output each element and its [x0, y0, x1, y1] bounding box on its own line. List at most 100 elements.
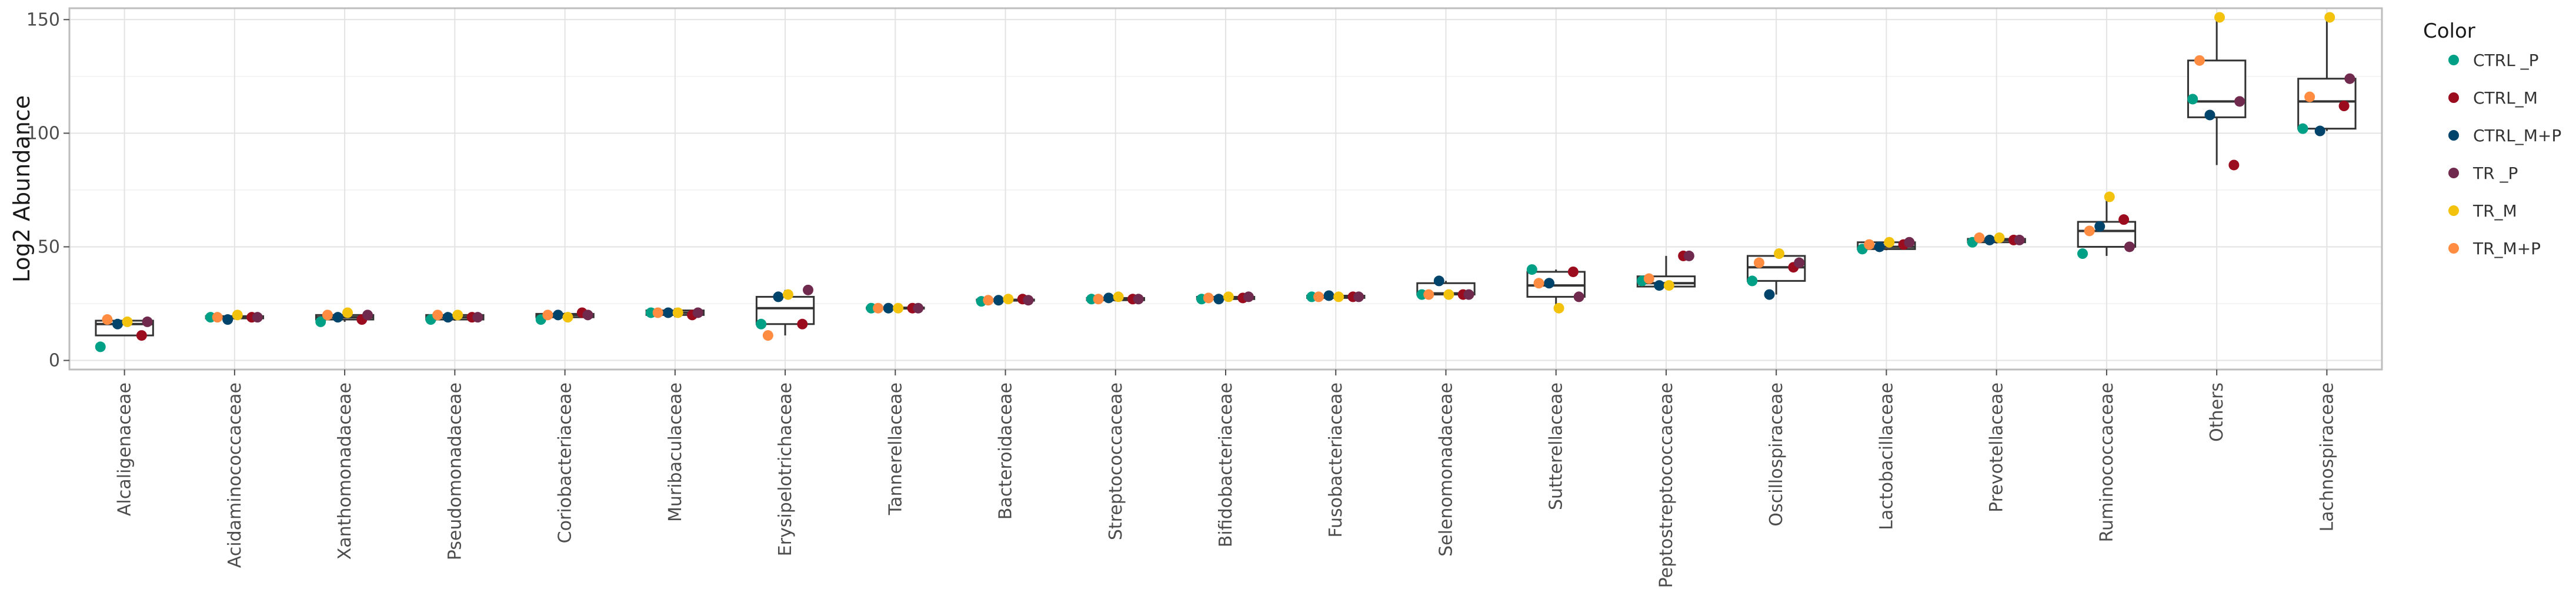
data-point — [1774, 248, 1785, 259]
data-point — [1864, 239, 1875, 250]
x-tick-label: Pseudomonadaceae — [445, 382, 465, 560]
data-point — [442, 312, 453, 323]
data-point — [332, 312, 343, 323]
data-point — [983, 295, 994, 306]
legend-label: CTRL_M — [2473, 88, 2538, 108]
data-point — [2118, 214, 2130, 225]
data-point — [797, 318, 808, 330]
x-tick-label: Sutterellaceae — [1546, 382, 1567, 510]
x-tick-label: Bacteroidaceae — [996, 382, 1016, 520]
data-point — [893, 302, 904, 314]
data-point — [432, 310, 443, 321]
data-point — [1103, 292, 1115, 304]
data-point — [1553, 302, 1564, 314]
x-tick-label: Tannerellaceae — [885, 382, 906, 515]
data-point — [315, 316, 326, 327]
data-point — [1544, 278, 1555, 289]
data-point — [1423, 289, 1434, 300]
x-tick-label: Muribaculaceae — [665, 382, 686, 522]
data-point — [1567, 266, 1579, 277]
data-point — [1023, 295, 1034, 306]
data-point — [1643, 273, 1654, 284]
x-tick-label: Oscillospiraceae — [1766, 382, 1787, 527]
x-tick-label: Xanthomonadaceae — [335, 382, 355, 560]
data-point — [1573, 291, 1584, 302]
data-point — [1753, 257, 1764, 268]
data-point — [1093, 294, 1104, 305]
data-point — [122, 316, 133, 327]
data-point — [782, 289, 793, 300]
data-point — [1663, 280, 1674, 291]
data-point — [2194, 55, 2205, 66]
y-axis-title: Log2 Abundance — [9, 95, 35, 282]
data-point — [562, 312, 573, 323]
data-point — [993, 295, 1004, 306]
data-point — [1874, 241, 1885, 252]
data-point — [2228, 159, 2240, 171]
data-point — [2338, 101, 2350, 112]
data-point — [2234, 96, 2245, 107]
legend-key — [2448, 205, 2459, 216]
data-point — [1654, 280, 1665, 291]
data-point — [2084, 225, 2095, 237]
x-tick-label: Alcaligenaceae — [115, 382, 135, 516]
data-point — [1747, 275, 1758, 287]
x-tick-label: Fusobacteriaceae — [1326, 382, 1346, 538]
data-point — [222, 314, 233, 325]
data-point — [2014, 234, 2025, 245]
x-tick-label: Ruminococcaceae — [2097, 382, 2117, 542]
data-point — [773, 291, 784, 302]
x-tick-label: Lactobacillaceae — [1876, 382, 1897, 530]
legend-key — [2448, 243, 2459, 254]
legend-label: CTRL_M+P — [2473, 126, 2561, 145]
x-tick-label: Streptococcaceae — [1106, 382, 1126, 540]
y-tick-label: 0 — [49, 351, 60, 371]
x-tick-label: Prevotellaceae — [1987, 382, 2007, 513]
y-axis: 0 50 100 150 — [26, 9, 69, 371]
data-point — [322, 310, 333, 321]
legend-key — [2448, 130, 2459, 141]
data-point — [883, 302, 894, 314]
legend-key — [2448, 55, 2459, 65]
data-point — [2094, 221, 2105, 232]
data-point — [112, 318, 123, 330]
data-point — [2124, 241, 2135, 252]
data-point — [472, 312, 483, 323]
legend-label: CTRL _P — [2473, 51, 2539, 70]
legend-key — [2448, 92, 2459, 103]
data-point — [756, 318, 767, 330]
y-tick-label: 100 — [26, 123, 60, 144]
data-point — [1313, 291, 1324, 302]
y-tick-label: 150 — [26, 9, 60, 30]
data-point — [1526, 264, 1537, 275]
data-point — [1463, 289, 1474, 300]
y-tick-label: 50 — [38, 237, 60, 257]
x-axis: Alcaligenaceae Acidaminococcaceae Xanthomo… — [115, 370, 2337, 588]
data-point — [762, 330, 773, 341]
data-point — [652, 307, 663, 318]
data-point — [142, 316, 153, 327]
data-point — [582, 310, 593, 321]
data-point — [1974, 232, 1985, 244]
data-point — [1133, 294, 1144, 305]
data-point — [692, 307, 703, 318]
data-point — [2187, 94, 2198, 105]
x-tick-label: Erysipelotrichaceae — [775, 382, 796, 556]
data-point — [1994, 232, 2005, 244]
x-tick-label: Others — [2207, 382, 2227, 442]
x-tick-label: Selenomonadaceae — [1436, 382, 1456, 557]
data-point — [136, 330, 147, 341]
data-point — [342, 307, 353, 318]
data-point — [2324, 12, 2335, 23]
data-point — [1113, 291, 1124, 302]
data-point — [1223, 291, 1234, 302]
point-layer — [95, 12, 2355, 352]
data-point — [1764, 289, 1775, 300]
data-point — [232, 310, 243, 321]
data-point — [2214, 12, 2225, 23]
data-point — [672, 307, 683, 318]
data-point — [1323, 290, 1334, 301]
